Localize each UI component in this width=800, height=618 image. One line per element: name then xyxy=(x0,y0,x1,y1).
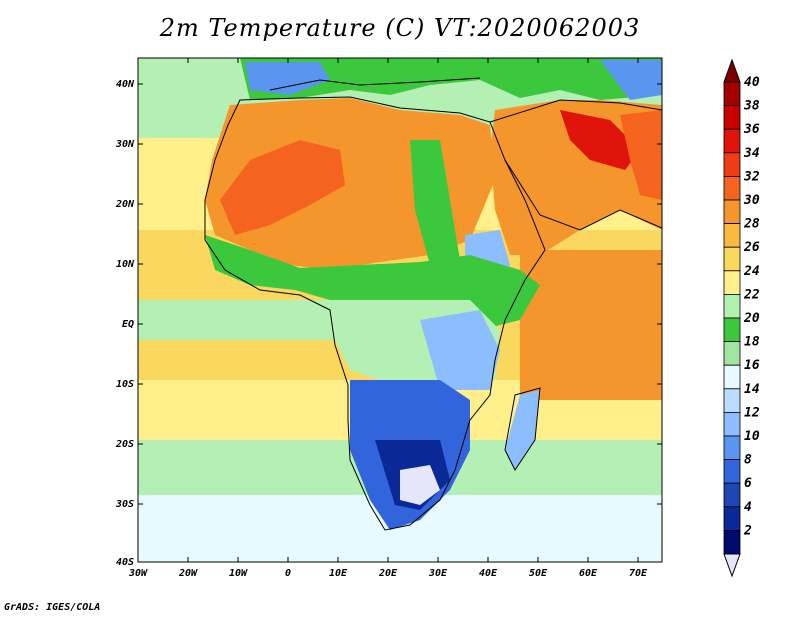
colorbar: 40 38 36 34 32 30 28 26 24 22 20 18 16 14 12 10 8 6 4 2 xyxy=(723,58,760,578)
madagascar xyxy=(505,390,540,470)
lon-label: 0 xyxy=(285,568,291,579)
arabia-hot xyxy=(560,110,640,170)
europe-land xyxy=(240,58,662,100)
lat-label: 30S xyxy=(115,499,134,510)
colorbar-swatch xyxy=(723,175,741,201)
colorbar-label: 20 xyxy=(743,311,760,326)
lat-label: 40S xyxy=(116,557,134,568)
lon-label: 30W xyxy=(128,568,148,579)
colorbar-swatch xyxy=(723,81,741,107)
lat-label: 20N xyxy=(115,199,135,210)
colorbar-label: 34 xyxy=(743,146,760,161)
colorbar-swatch xyxy=(723,246,741,272)
plot-frame xyxy=(137,57,663,563)
coastlines xyxy=(204,77,662,531)
lat-label: 10S xyxy=(116,379,134,390)
colorbar-swatch xyxy=(723,293,741,319)
lon-label: 20E xyxy=(378,568,398,579)
ocean-guinea-cool xyxy=(138,300,338,340)
colorbar-bottom-arrow xyxy=(723,553,741,578)
colorbar-swatch xyxy=(723,270,741,295)
lon-label: 60E xyxy=(579,568,598,579)
colorbar-label: 12 xyxy=(744,405,760,420)
colorbar-swatch xyxy=(723,530,741,555)
east-africa-cool xyxy=(420,310,500,390)
colorbar-label: 6 xyxy=(744,476,752,491)
latitude-axis: 40N 30N 20N 10N EQ 10S 20S 30S 40S xyxy=(115,79,662,568)
colorbar-swatch xyxy=(723,152,741,177)
colorbar-label: 30 xyxy=(743,193,760,208)
nile-strip xyxy=(410,140,460,265)
colorbar-swatch xyxy=(723,223,741,248)
colorbar-swatch xyxy=(723,341,741,366)
colorbar-label: 18 xyxy=(744,335,760,350)
colorbar-label: 28 xyxy=(743,217,760,232)
colorbar-label: 38 xyxy=(743,99,760,114)
colorbar-label: 32 xyxy=(743,169,760,184)
colorbar-label: 14 xyxy=(744,382,760,397)
colorbar-swatch xyxy=(723,411,741,437)
colorbar-label: 22 xyxy=(743,287,760,302)
colorbar-label: 4 xyxy=(744,500,752,515)
longitude-axis: 30W 20W 10W 0 10E 20E 30E 40E 50E 60E 70E xyxy=(128,58,648,579)
lon-label: 10W xyxy=(229,568,248,579)
lon-label: 70E xyxy=(629,568,648,579)
lat-label: 30N xyxy=(115,139,135,150)
lat-label: 10N xyxy=(116,259,135,270)
field-layer xyxy=(138,58,662,562)
colorbar-swatch xyxy=(723,435,741,461)
alps-cold xyxy=(245,62,330,95)
colorbar-label: 2 xyxy=(743,523,752,538)
lon-label: 50E xyxy=(529,568,548,579)
sahara-hot xyxy=(220,140,345,235)
colorbar-label: 24 xyxy=(743,264,760,279)
map-title: 2m Temperature (C) VT:2020062003 xyxy=(159,14,641,42)
colorbar-label: 10 xyxy=(744,429,760,444)
colorbar-swatch xyxy=(723,506,741,531)
colorbar-label: 26 xyxy=(743,240,760,255)
lat-label: 20S xyxy=(115,439,134,450)
colorbar-swatch xyxy=(723,459,741,484)
colorbar-label: 36 xyxy=(743,122,760,137)
colorbar-swatch xyxy=(723,317,741,343)
lat-label: EQ xyxy=(122,319,134,330)
gulf-hot xyxy=(620,110,662,200)
lesotho-snow xyxy=(400,465,440,505)
lon-label: 40E xyxy=(479,568,498,579)
colorbar-top-arrow xyxy=(723,58,741,83)
lon-label: 20W xyxy=(178,568,198,579)
colorbar-swatch xyxy=(723,199,741,225)
lat-label: 40N xyxy=(116,79,135,90)
colorbar-swatch xyxy=(723,105,741,130)
colorbar-label: 16 xyxy=(744,358,760,373)
colorbar-swatch xyxy=(723,364,741,390)
colorbar-swatch xyxy=(723,128,741,154)
colorbar-swatch xyxy=(723,482,741,508)
iran-cold xyxy=(600,60,662,100)
indian-ocean-warm xyxy=(520,250,662,400)
colorbar-label: 8 xyxy=(744,453,752,468)
footer-credit: GrADS: IGES/COLA xyxy=(4,602,101,613)
lon-label: 30E xyxy=(428,568,448,579)
colorbar-swatch xyxy=(723,388,741,413)
lon-label: 10E xyxy=(329,568,348,579)
colorbar-label: 40 xyxy=(744,75,760,90)
